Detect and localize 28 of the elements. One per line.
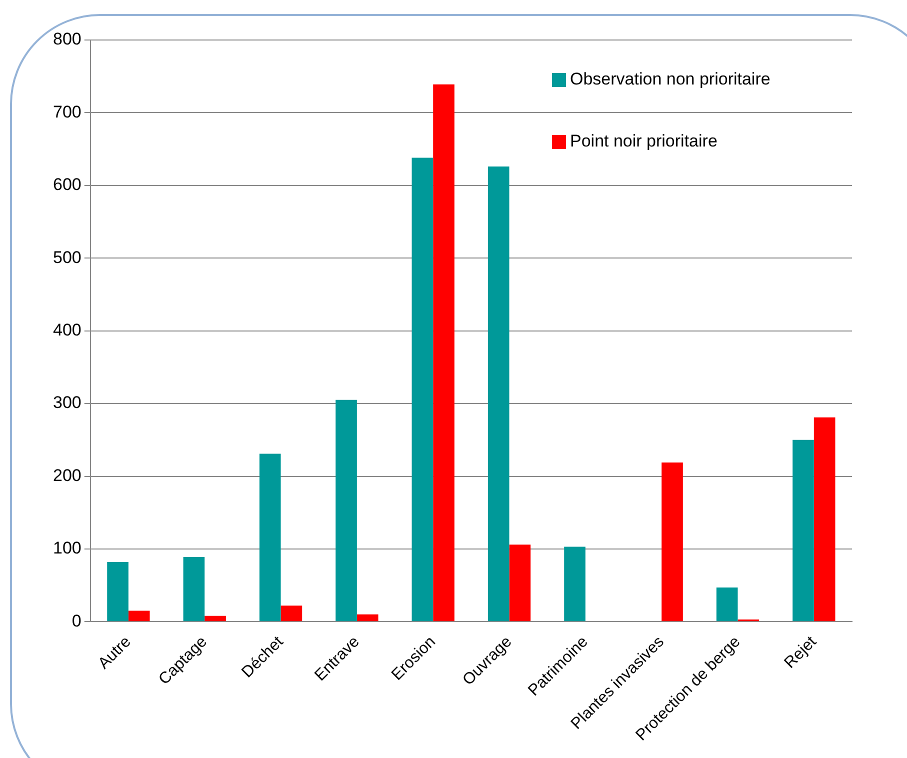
bar	[356, 614, 378, 622]
bar	[412, 158, 434, 622]
y-tick-label: 800	[52, 30, 82, 49]
legend-label: Point noir prioritaire	[570, 132, 718, 151]
bar	[509, 544, 531, 622]
bar	[183, 556, 205, 622]
legend-label: Observation non prioritaire	[570, 70, 770, 89]
y-tick-label: 300	[52, 393, 82, 412]
y-tick-label: 100	[52, 538, 82, 558]
y-tick-label: 400	[52, 320, 82, 340]
bar	[792, 440, 814, 622]
y-tick-label: 500	[52, 248, 82, 267]
bar	[204, 616, 226, 622]
bar	[433, 84, 454, 622]
y-tick-label: 0	[72, 611, 82, 630]
bar	[716, 588, 738, 622]
bar	[814, 417, 836, 622]
bar	[128, 610, 150, 622]
bar	[336, 400, 357, 622]
y-tick-label: 700	[52, 102, 82, 122]
bar	[107, 562, 128, 622]
bar	[488, 166, 510, 622]
y-tick-label: 600	[52, 175, 82, 194]
y-tick-label: 200	[52, 466, 82, 485]
bar	[280, 606, 302, 622]
bar	[259, 454, 281, 622]
bar	[662, 462, 683, 622]
bar	[564, 546, 586, 622]
